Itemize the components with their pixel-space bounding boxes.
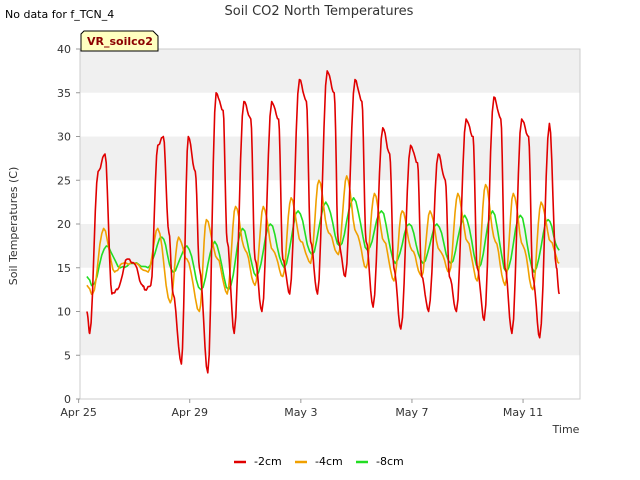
legend-label: -4cm bbox=[315, 455, 343, 468]
series-line-minus-2cm bbox=[86, 70, 560, 374]
x-tick-label: May 11 bbox=[503, 406, 543, 419]
series-line-minus-8cm bbox=[86, 197, 560, 291]
series-line-minus-4cm bbox=[86, 175, 560, 313]
x-tick-label: Apr 29 bbox=[171, 406, 208, 419]
grid-band bbox=[80, 311, 580, 356]
y-tick-label: 35 bbox=[57, 87, 71, 100]
grid-band bbox=[80, 136, 580, 181]
no-data-note: No data for f_TCN_4 bbox=[5, 8, 114, 21]
legend: -2cm -4cm -8cm bbox=[234, 455, 404, 468]
y-tick-label: 40 bbox=[57, 43, 71, 56]
y-tick-label: 10 bbox=[57, 306, 71, 319]
y-axis: 0 5 10 15 20 25 30 35 40 bbox=[57, 43, 80, 406]
y-tick-label: 15 bbox=[57, 262, 71, 275]
site-badge: VR_soilco2 bbox=[80, 30, 159, 52]
badge-label: VR_soilco2 bbox=[87, 35, 153, 48]
x-tick-label: Apr 25 bbox=[60, 406, 97, 419]
y-tick-label: 5 bbox=[64, 349, 71, 362]
y-tick-label: 30 bbox=[57, 131, 71, 144]
y-tick-label: 25 bbox=[57, 174, 71, 187]
x-tick-label: May 3 bbox=[284, 406, 317, 419]
y-tick-label: 20 bbox=[57, 218, 71, 231]
badge-shape bbox=[80, 30, 159, 52]
legend-label: -8cm bbox=[376, 455, 404, 468]
x-tick-label: May 7 bbox=[395, 406, 428, 419]
grid-bands bbox=[80, 49, 580, 356]
legend-label: -2cm bbox=[254, 455, 282, 468]
y-axis-label: Soil Temperatures (C) bbox=[7, 167, 20, 286]
y-tick-label: 0 bbox=[64, 393, 71, 406]
x-axis: Apr 25 Apr 29 May 3 May 7 May 11 bbox=[60, 399, 543, 419]
chart-title: Soil CO2 North Temperatures bbox=[225, 4, 414, 19]
grid-band bbox=[80, 49, 580, 93]
series-layer bbox=[86, 70, 560, 374]
x-axis-label: Time bbox=[552, 423, 580, 436]
